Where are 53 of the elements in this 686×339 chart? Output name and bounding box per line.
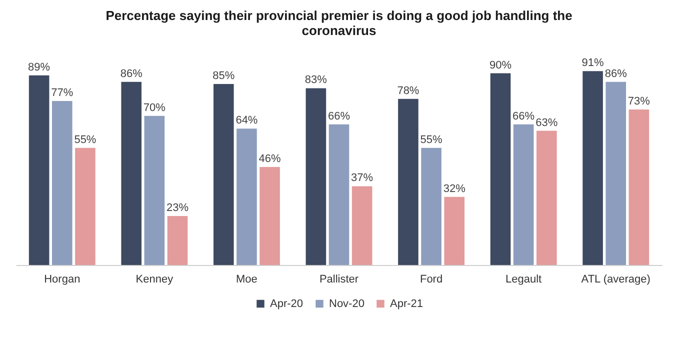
x-tick-label: ATL (average) — [581, 274, 650, 286]
bar — [167, 216, 188, 265]
bar — [121, 82, 142, 265]
x-tick-label: Pallister — [319, 274, 359, 286]
legend-label: Apr-20 — [270, 298, 304, 310]
data-label: 86% — [604, 68, 628, 80]
bar — [444, 196, 465, 265]
bar — [421, 148, 442, 265]
data-label: 46% — [258, 153, 282, 166]
bar — [582, 71, 603, 265]
data-label: 63% — [536, 116, 558, 129]
bar — [536, 130, 557, 265]
legend-label: Apr-21 — [390, 298, 424, 310]
data-label: 83% — [304, 74, 328, 86]
legend-label: Nov-20 — [329, 298, 364, 310]
x-tick-label: Ford — [420, 274, 443, 286]
x-tick-label: Moe — [236, 274, 258, 286]
bar — [490, 73, 511, 265]
data-label: 55% — [420, 134, 443, 146]
chart-title: Percentage saying their provincial premier is doing a good job handling the coronavirus — [106, 8, 572, 38]
data-label: 70% — [143, 102, 166, 114]
bar — [236, 128, 257, 265]
data-label: 85% — [212, 70, 235, 82]
bar — [144, 116, 165, 265]
bar — [398, 98, 418, 265]
data-label: 66% — [512, 110, 535, 122]
data-label: 55% — [74, 134, 96, 146]
x-tick-label: Legault — [506, 274, 542, 286]
x-tick-label: Horgan — [44, 274, 80, 286]
bar — [52, 100, 72, 265]
data-label: 23% — [166, 202, 189, 214]
data-label: 77% — [51, 86, 74, 99]
data-label: 89% — [28, 61, 50, 74]
data-label: 91% — [582, 57, 604, 70]
data-label: 90% — [489, 59, 512, 72]
bar — [28, 75, 50, 265]
bar — [513, 124, 534, 265]
data-label: 37% — [351, 172, 374, 184]
data-label: 73% — [628, 96, 650, 108]
bar — [306, 88, 326, 265]
data-label: 78% — [397, 84, 420, 97]
data-label: 32% — [443, 182, 466, 195]
bar — [352, 186, 372, 265]
bar — [606, 82, 626, 265]
bar — [213, 84, 234, 265]
bar — [328, 124, 350, 265]
bar — [628, 110, 650, 265]
data-label: 86% — [120, 68, 143, 80]
bar — [75, 148, 96, 265]
data-label: 66% — [328, 110, 350, 122]
bar — [260, 167, 280, 265]
data-label: 64% — [236, 114, 258, 127]
x-tick-label: Kenney — [136, 274, 174, 286]
